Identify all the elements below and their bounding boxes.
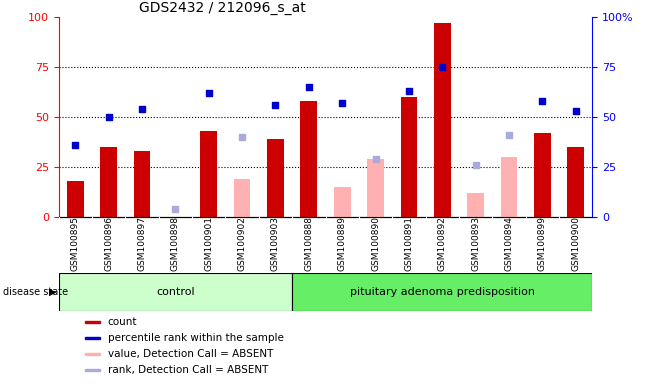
Bar	[85, 321, 100, 323]
Text: GSM100895: GSM100895	[71, 216, 80, 271]
Bar	[201, 131, 217, 217]
Bar	[133, 151, 150, 217]
Point	[237, 134, 247, 140]
Bar	[267, 139, 284, 217]
Bar	[234, 179, 251, 217]
Bar	[292, 273, 592, 311]
Point	[537, 98, 547, 104]
Bar	[467, 193, 484, 217]
Text: GSM100892: GSM100892	[437, 217, 447, 271]
Point	[471, 162, 481, 168]
Point	[303, 84, 314, 90]
Text: GSM100901: GSM100901	[204, 216, 214, 271]
Text: GSM100900: GSM100900	[571, 216, 580, 271]
Bar	[301, 101, 317, 217]
Point	[504, 132, 514, 138]
Bar	[334, 187, 350, 217]
Bar	[501, 157, 518, 217]
Text: GSM100891: GSM100891	[404, 216, 413, 271]
Text: rank, Detection Call = ABSENT: rank, Detection Call = ABSENT	[107, 365, 268, 375]
Bar	[85, 338, 100, 339]
Bar	[534, 133, 551, 217]
Text: GSM100898: GSM100898	[171, 216, 180, 271]
Bar	[400, 97, 417, 217]
Bar	[100, 147, 117, 217]
Point	[337, 100, 348, 106]
Text: GSM100894: GSM100894	[505, 217, 514, 271]
Point	[570, 108, 581, 114]
Text: value, Detection Call = ABSENT: value, Detection Call = ABSENT	[107, 349, 273, 359]
Point	[204, 90, 214, 96]
Bar	[85, 369, 100, 371]
Point	[70, 142, 81, 148]
Point	[370, 156, 381, 162]
Point	[104, 114, 114, 120]
Text: control: control	[156, 287, 195, 297]
Text: percentile rank within the sample: percentile rank within the sample	[107, 333, 284, 343]
Point	[270, 102, 281, 108]
Text: GSM100899: GSM100899	[538, 216, 547, 271]
Text: GSM100888: GSM100888	[304, 216, 313, 271]
Text: count: count	[107, 317, 137, 327]
Point	[437, 64, 447, 70]
Text: pituitary adenoma predisposition: pituitary adenoma predisposition	[350, 287, 534, 297]
Text: GSM100896: GSM100896	[104, 216, 113, 271]
Text: disease state: disease state	[3, 287, 68, 297]
Point	[170, 206, 180, 212]
Point	[404, 88, 414, 94]
Text: ▶: ▶	[49, 287, 57, 297]
Bar	[59, 273, 292, 311]
Bar	[434, 23, 450, 217]
Bar	[85, 353, 100, 355]
Text: GSM100893: GSM100893	[471, 216, 480, 271]
Text: GSM100889: GSM100889	[338, 216, 347, 271]
Bar	[67, 181, 83, 217]
Bar	[568, 147, 584, 217]
Text: GDS2432 / 212096_s_at: GDS2432 / 212096_s_at	[139, 1, 305, 15]
Point	[137, 106, 147, 112]
Text: GSM100897: GSM100897	[137, 216, 146, 271]
Text: GSM100902: GSM100902	[238, 217, 247, 271]
Bar	[367, 159, 384, 217]
Text: GSM100903: GSM100903	[271, 216, 280, 271]
Text: GSM100890: GSM100890	[371, 216, 380, 271]
